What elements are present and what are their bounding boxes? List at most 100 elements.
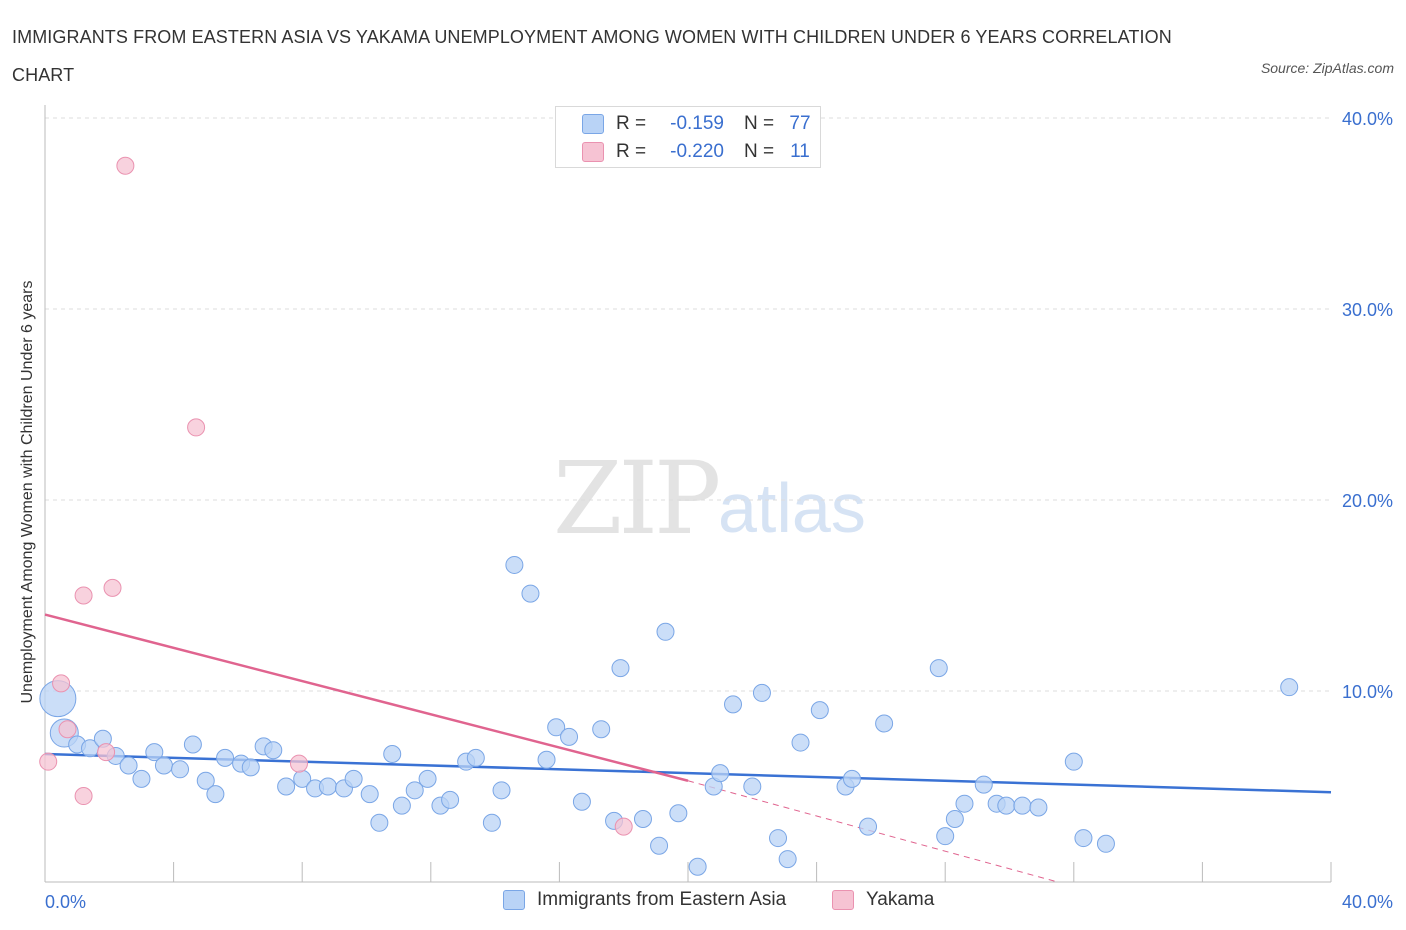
yakama-point xyxy=(74,787,93,806)
eastern-asia-point xyxy=(711,764,730,783)
eastern-asia-point xyxy=(810,701,829,720)
eastern-asia-point xyxy=(743,777,762,796)
eastern-asia-point xyxy=(955,794,974,813)
legend-r-label: R = xyxy=(616,113,647,134)
legend-r-value: -0.220 xyxy=(670,141,724,162)
legend-r-label: R = xyxy=(616,141,647,162)
eastern-asia-point xyxy=(241,758,260,777)
eastern-asia-point xyxy=(859,817,878,836)
eastern-asia-point xyxy=(482,813,501,832)
eastern-asia-point xyxy=(344,769,363,788)
yakama-point xyxy=(58,720,77,739)
eastern-asia-point xyxy=(154,756,173,775)
y-tick-label: 30.0% xyxy=(1342,300,1393,320)
correlation-legend: R = -0.159 N = 77 R = -0.220 N = 11 xyxy=(555,106,821,168)
y-tick-label: 10.0% xyxy=(1342,682,1393,702)
eastern-asia-point xyxy=(769,829,788,848)
eastern-asia-point xyxy=(842,769,861,788)
eastern-asia-point xyxy=(392,796,411,815)
yakama-point xyxy=(97,743,116,762)
eastern-asia-point xyxy=(405,781,424,800)
eastern-asia-point xyxy=(521,584,540,603)
eastern-asia-point xyxy=(656,622,675,641)
series-legend: Immigrants from Eastern Asia Yakama xyxy=(0,889,1406,915)
eastern-asia-point xyxy=(791,733,810,752)
eastern-asia-point xyxy=(572,792,591,811)
eastern-asia-point xyxy=(505,555,524,574)
eastern-asia-point xyxy=(611,659,630,678)
legend-swatch-blue xyxy=(582,114,604,134)
eastern-asia-point xyxy=(418,769,437,788)
eastern-asia-point xyxy=(547,718,566,737)
eastern-asia-trendline xyxy=(44,752,1332,794)
eastern-asia-point xyxy=(669,804,688,823)
x-tick-label: 0.0% xyxy=(45,892,86,912)
source-note: Source: ZipAtlas.com xyxy=(1260,60,1394,76)
trend-layer xyxy=(44,613,1332,883)
legend-n-value: 77 xyxy=(789,113,811,134)
legend-r-value: -0.159 xyxy=(670,113,724,134)
yakama-trendline xyxy=(44,613,689,782)
eastern-asia-point xyxy=(633,809,652,828)
eastern-asia-point xyxy=(974,775,993,794)
legend-row-blue: R = -0.159 N = 77 xyxy=(582,111,820,137)
series-name-yakama: Yakama xyxy=(866,889,935,910)
yakama-point xyxy=(103,578,122,597)
yakama-point xyxy=(614,817,633,836)
eastern-asia-point xyxy=(560,727,579,746)
eastern-asia-point xyxy=(936,827,955,846)
yakama-point xyxy=(39,752,58,771)
chart-title: IMMIGRANTS FROM EASTERN ASIA VS YAKAMA U… xyxy=(12,27,1172,85)
eastern-asia-point xyxy=(650,836,669,855)
yakama-point xyxy=(74,586,93,605)
eastern-asia-point xyxy=(875,714,894,733)
eastern-asia-point xyxy=(1074,829,1093,848)
eastern-asia-point xyxy=(752,683,771,702)
eastern-asia-point xyxy=(183,735,202,754)
series-legend-item-eastern-asia: Immigrants from Eastern Asia xyxy=(503,889,786,911)
eastern-asia-point xyxy=(537,750,556,769)
series-name-eastern-asia: Immigrants from Eastern Asia xyxy=(537,889,787,910)
legend-n-label: N = xyxy=(744,141,775,162)
eastern-asia-point xyxy=(196,771,215,790)
eastern-asia-point xyxy=(264,741,283,760)
eastern-asia-point xyxy=(1029,798,1048,817)
eastern-asia-point xyxy=(277,777,296,796)
tick-label-layer: 10.0% 20.0% 30.0% 40.0% 0.0% 40.0% xyxy=(45,109,1393,912)
x-tick-label: 40.0% xyxy=(1342,892,1393,912)
axis-layer xyxy=(44,105,1332,883)
eastern-asia-point xyxy=(1064,752,1083,771)
eastern-asia-point xyxy=(171,760,190,779)
legend-n-value: 11 xyxy=(790,141,810,162)
eastern-asia-point xyxy=(370,813,389,832)
eastern-asia-point xyxy=(1013,796,1032,815)
legend-row-pink: R = -0.220 N = 11 xyxy=(582,139,820,165)
yakama-point xyxy=(52,674,71,693)
eastern-asia-point xyxy=(724,695,743,714)
eastern-asia-point xyxy=(778,850,797,869)
eastern-asia-point xyxy=(688,857,707,876)
eastern-asia-point xyxy=(360,785,379,804)
series-legend-item-yakama: Yakama xyxy=(832,889,934,911)
y-tick-label: 20.0% xyxy=(1342,491,1393,511)
watermark-atlas: atlas xyxy=(718,469,866,547)
legend-n-label: N = xyxy=(744,113,775,134)
eastern-asia-point xyxy=(592,720,611,739)
series-swatch-pink xyxy=(832,890,854,910)
yakama-point xyxy=(187,418,206,437)
eastern-asia-point xyxy=(441,790,460,809)
yakama-point xyxy=(289,754,308,773)
eastern-asia-point xyxy=(132,769,151,788)
watermark-zip: ZIP xyxy=(553,440,721,557)
eastern-asia-point xyxy=(929,659,948,678)
eastern-asia-point xyxy=(945,809,964,828)
eastern-asia-point xyxy=(216,748,235,767)
eastern-asia-point xyxy=(383,745,402,764)
eastern-asia-point xyxy=(997,796,1016,815)
y-tick-label: 40.0% xyxy=(1342,109,1393,129)
eastern-asia-point xyxy=(1280,678,1299,697)
eastern-asia-point xyxy=(492,781,511,800)
series-swatch-blue xyxy=(503,890,525,910)
eastern-asia-point xyxy=(466,748,485,767)
